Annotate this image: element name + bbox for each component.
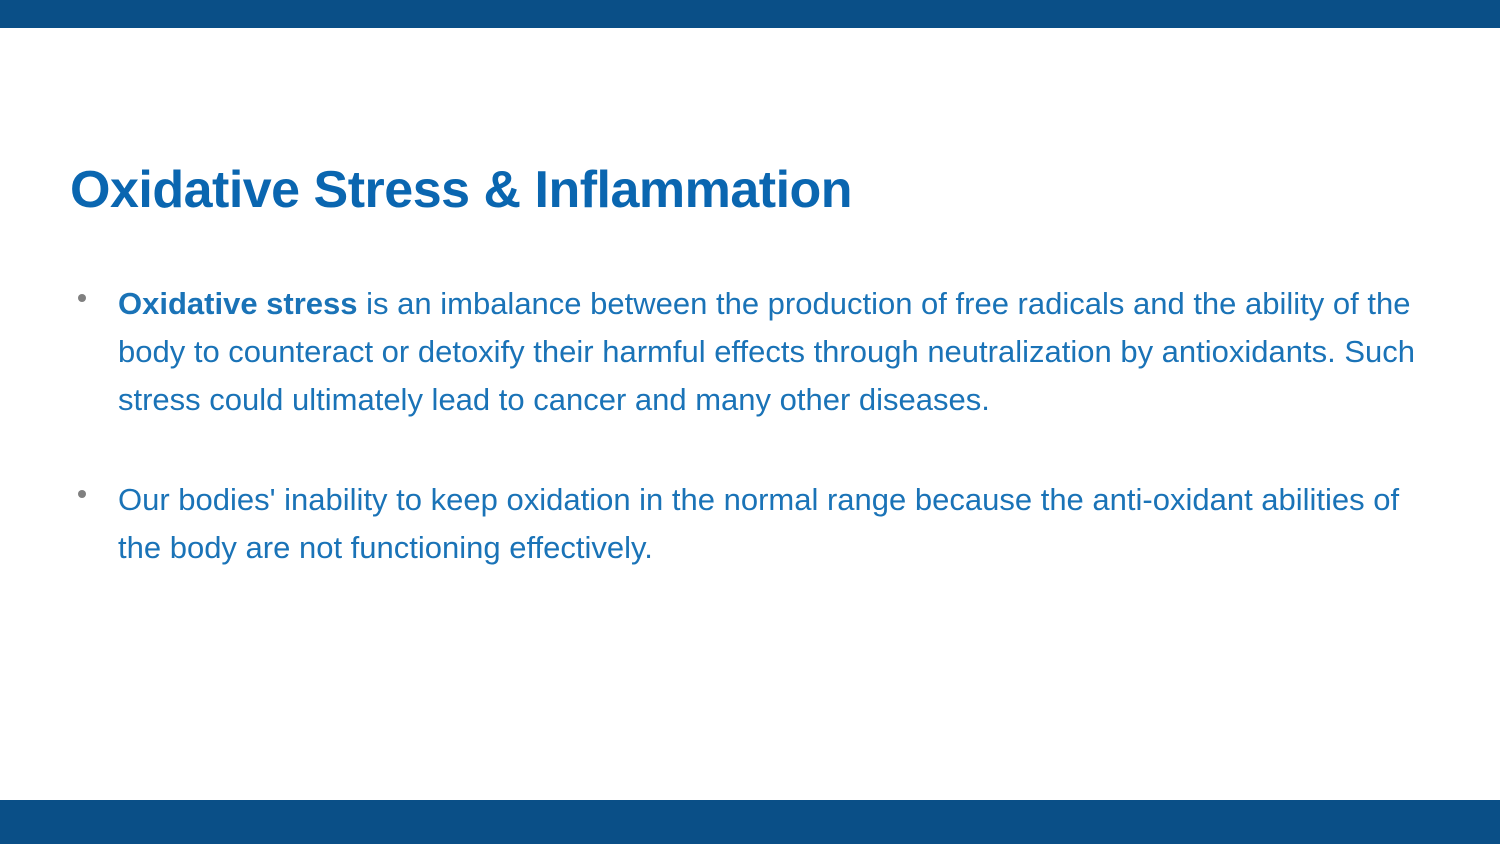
bullet-marker-icon — [78, 294, 86, 302]
bullet-text: Our bodies' inability to keep oxidation … — [118, 482, 1399, 565]
slide-title: Oxidative Stress & Inflammation — [70, 160, 1440, 220]
bullet-marker-icon — [78, 490, 86, 498]
bullet-item: Oxidative stress is an imbalance between… — [70, 280, 1440, 424]
bottom-accent-bar — [0, 800, 1500, 844]
top-accent-bar — [0, 0, 1500, 28]
bullet-item: Our bodies' inability to keep oxidation … — [70, 476, 1440, 572]
bullet-list: Oxidative stress is an imbalance between… — [70, 280, 1440, 572]
slide-content: Oxidative Stress & Inflammation Oxidativ… — [70, 160, 1440, 624]
bullet-bold-term: Oxidative stress — [118, 286, 358, 321]
